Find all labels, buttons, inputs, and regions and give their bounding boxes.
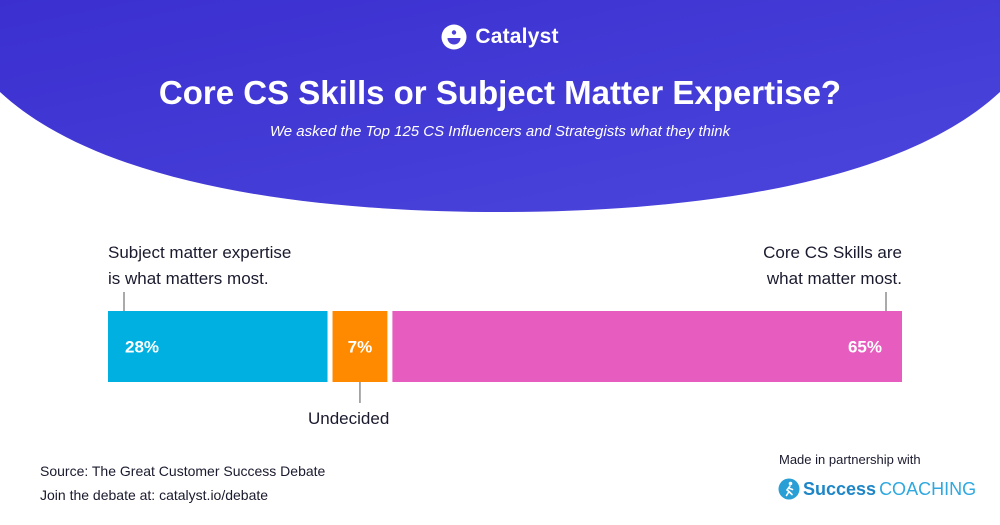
annotation-right-line1: Core CS Skills are xyxy=(763,243,902,262)
partner-logo-light: COACHING xyxy=(879,478,977,499)
annotation-left-line1: Subject matter expertise xyxy=(108,243,292,262)
source-text: Source: The Great Customer Success Debat… xyxy=(40,463,326,479)
bar-label-2: 65% xyxy=(848,338,882,357)
join-debate-text: Join the debate at: catalyst.io/debate xyxy=(40,487,269,503)
annotation-undecided: Undecided xyxy=(308,409,390,428)
success-coaching-logo: Success COACHING xyxy=(778,478,976,500)
annotation-subject-matter: Subject matter expertise is what matters… xyxy=(108,240,291,292)
brand-name: Catalyst xyxy=(475,25,559,48)
annotation-right-line2: what matter most. xyxy=(766,269,902,288)
header-background xyxy=(0,0,1000,212)
runner-icon xyxy=(778,478,800,500)
bar-segment-1 xyxy=(332,311,388,382)
annotation-core-skills: Core CS Skills are what matter most. xyxy=(763,240,902,292)
bar-label-0: 28% xyxy=(125,338,159,357)
catalyst-logo: Catalyst xyxy=(0,24,1000,50)
catalyst-logo-icon xyxy=(441,24,467,50)
page-subtitle: We asked the Top 125 CS Influencers and … xyxy=(269,123,731,140)
page-title: Core CS Skills or Subject Matter Experti… xyxy=(158,74,842,111)
bar-segment-2 xyxy=(392,311,902,382)
bar-segment-0 xyxy=(108,311,328,382)
partner-label: Made in partnership with xyxy=(779,452,921,467)
bar-label-1: 7% xyxy=(348,338,373,357)
partner-logo-strong: Success xyxy=(803,478,877,499)
annotation-left-line2: is what matters most. xyxy=(108,269,269,288)
footer: Source: The Great Customer Success Debat… xyxy=(40,459,325,507)
